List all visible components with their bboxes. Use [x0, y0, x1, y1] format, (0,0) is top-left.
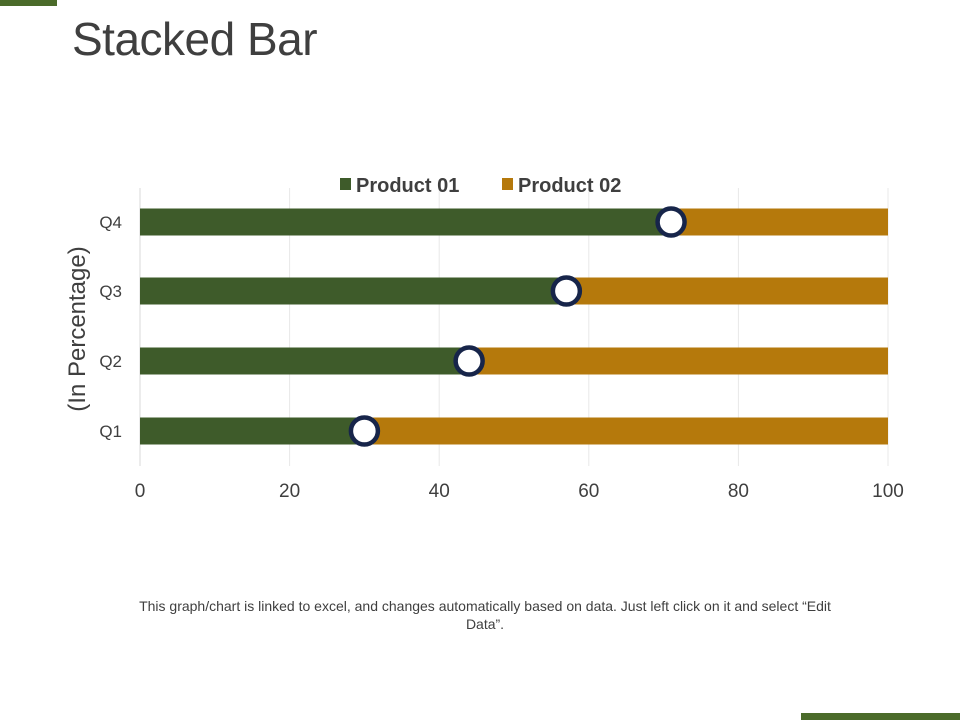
- legend-label-product-02: Product 02: [518, 175, 621, 197]
- y-tick-label-q1: Q1: [99, 422, 122, 441]
- bar-q4-series-1: [140, 208, 672, 236]
- y-tick-label-q2: Q2: [99, 352, 122, 371]
- legend-label-product-01: Product 01: [356, 175, 459, 197]
- footer-note: This graph/chart is linked to excel, and…: [139, 598, 831, 632]
- bar-q1-series-2: [364, 417, 888, 445]
- bar-q3-series-2: [566, 277, 888, 305]
- x-tick-label-80: 80: [728, 481, 749, 502]
- marker-q1: [348, 415, 381, 447]
- x-tick-label-60: 60: [578, 481, 599, 502]
- bar-q3-series-1: [140, 277, 567, 305]
- corner-accent-top: [0, 0, 57, 6]
- bar-q2-series-2: [469, 347, 888, 375]
- y-tick-label-q4: Q4: [99, 213, 122, 232]
- legend-swatch-product-01: [340, 178, 351, 190]
- slide-title: Stacked Bar: [72, 13, 318, 65]
- legend-swatch-product-02: [502, 178, 513, 190]
- marker-q2: [453, 345, 485, 377]
- marker-q4: [655, 206, 687, 238]
- y-tick-label-q3: Q3: [99, 282, 122, 301]
- marker-q3: [550, 275, 583, 307]
- corner-accent-bottom: [801, 713, 960, 720]
- x-tick-label-20: 20: [279, 481, 300, 502]
- y-axis-title: (In Percentage): [64, 246, 91, 411]
- x-tick-label-0: 0: [135, 481, 146, 502]
- bar-q4-series-2: [671, 208, 888, 236]
- bar-q1-series-1: [140, 417, 365, 445]
- x-tick-label-40: 40: [429, 481, 450, 502]
- x-tick-label-100: 100: [872, 481, 904, 502]
- bar-q2-series-1: [140, 347, 470, 375]
